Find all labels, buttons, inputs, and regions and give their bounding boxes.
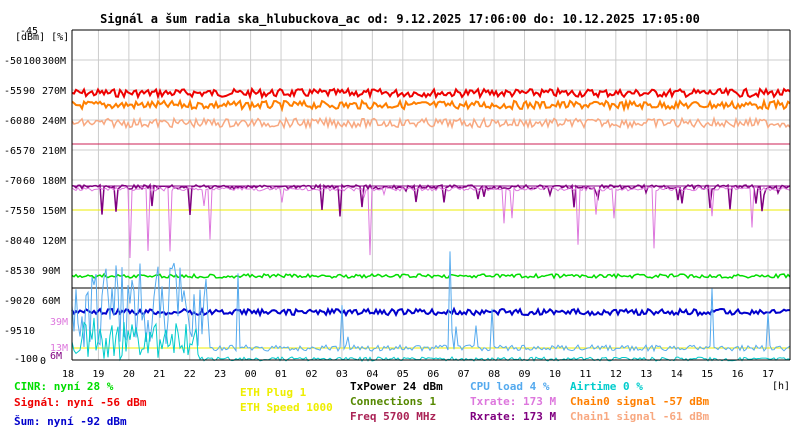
y-tick-pct: 20 xyxy=(23,296,35,307)
x-tick-label: 10 xyxy=(549,369,561,380)
y-tick-pct: 10 xyxy=(23,326,35,337)
y-tick-dbm: -45 xyxy=(20,26,38,37)
grid xyxy=(72,30,790,360)
y-tick-pct: 50 xyxy=(23,206,35,217)
legend-rxrate: Rxrate: 173 M xyxy=(470,410,556,423)
y-tick-min: -100 xyxy=(14,354,38,365)
rxrate-marker: 13M xyxy=(50,343,68,354)
y-tick-pct: 60 xyxy=(23,176,35,187)
x-tick-label: 02 xyxy=(305,369,317,380)
x-tick-label: 07 xyxy=(458,369,470,380)
x-tick-label: 21 xyxy=(153,369,165,380)
y-tick-pct: 0 xyxy=(40,356,46,367)
legend-cpu: CPU load 4 % xyxy=(470,380,550,393)
series-airtime xyxy=(71,317,791,362)
legend: CINR: nyní 28 % Signál: nyní -56 dBm Šum… xyxy=(14,380,709,428)
x-tick-label: 06 xyxy=(427,369,439,380)
low-marker: 6M xyxy=(50,351,62,362)
series-chain1 xyxy=(71,115,791,130)
x-tick-label: 18 xyxy=(62,369,74,380)
y-tick-pct: 90 xyxy=(23,86,35,97)
axes xyxy=(71,29,791,361)
x-tick-label: 03 xyxy=(336,369,348,380)
y-tick-dbm: -65 xyxy=(4,146,22,157)
x-tick-label: 19 xyxy=(92,369,104,380)
y-tick-pct: 30 xyxy=(23,266,35,277)
y-tick-dbm: -95 xyxy=(4,326,22,337)
legend-txpower: TxPower 24 dBm xyxy=(350,380,443,393)
y-tick-pct: 70 xyxy=(23,146,35,157)
chart-title: Signál a šum radia ska_hlubuckova_ac od:… xyxy=(100,12,700,27)
y-tick-rate: 60M xyxy=(42,296,60,307)
series-cinr xyxy=(71,272,791,280)
legend-eth-speed: ETH Speed 1000 xyxy=(240,401,333,414)
reference-lines xyxy=(72,143,790,349)
x-tick-label: 04 xyxy=(366,369,378,380)
x-tick-label: 14 xyxy=(671,369,683,380)
series-sum xyxy=(71,306,790,318)
legend-connections: Connections 1 xyxy=(350,395,436,408)
legend-sum: Šum: nyní -92 dBm xyxy=(14,415,127,428)
legend-chain0: Chain0 signal -57 dBm xyxy=(570,395,709,408)
y-tick-rate: 240M xyxy=(42,116,66,127)
x-tick-label: 20 xyxy=(123,369,135,380)
y-tick-dbm: -85 xyxy=(4,266,22,277)
x-tick-labels: 18 19 20 21 22 23 00 01 02 03 04 05 06 07 08 09 10 11 12 13… xyxy=(62,369,774,380)
series-rxrate xyxy=(71,182,791,217)
x-tick-label: 23 xyxy=(214,369,226,380)
y-tick-rate: 150M xyxy=(42,206,66,217)
x-tick-label: 01 xyxy=(275,369,287,380)
x-tick-label: 12 xyxy=(610,369,622,380)
x-tick-label: 11 xyxy=(579,369,591,380)
y-tick-rate: 90M xyxy=(42,266,60,277)
y-tick-dbm: -90 xyxy=(4,296,22,307)
txrate-marker: 39M xyxy=(50,317,68,328)
legend-chain1: Chain1 signal -61 dBm xyxy=(570,410,709,423)
series-layer xyxy=(71,86,791,362)
series-txrate xyxy=(71,186,791,259)
y-unit-label: [dBm] [%] xyxy=(15,32,69,43)
legend-signal: Signál: nyní -56 dBm xyxy=(14,396,147,409)
legend-airtime: Airtime 0 % xyxy=(570,380,643,393)
y-tick-dbm: -60 xyxy=(4,116,22,127)
y-tick-labels: -45-50-55-60-65-70-75-80-85-90-951009080… xyxy=(4,26,66,367)
y-tick-pct: 40 xyxy=(23,236,35,247)
y-tick-pct: 100 xyxy=(23,56,41,67)
legend-eth-plug: ETH Plug 1 xyxy=(240,386,307,399)
y-tick-rate: 180M xyxy=(42,176,66,187)
y-tick-dbm: -55 xyxy=(4,86,22,97)
series-signal xyxy=(71,86,791,101)
x-tick-label: 13 xyxy=(640,369,652,380)
x-tick-label: 08 xyxy=(488,369,500,380)
y-tick-dbm: -50 xyxy=(4,56,22,67)
x-tick-label: 09 xyxy=(518,369,530,380)
series-chain0 xyxy=(71,97,791,113)
x-tick-label: 15 xyxy=(701,369,713,380)
x-tick-label: 05 xyxy=(397,369,409,380)
y-tick-rate: 120M xyxy=(42,236,66,247)
y-tick-rate: 300M xyxy=(42,56,66,67)
legend-txrate: Txrate: 173 M xyxy=(470,395,556,408)
x-tick-label: 00 xyxy=(245,369,257,380)
legend-freq: Freq 5700 MHz xyxy=(350,410,436,423)
y-tick-dbm: -70 xyxy=(4,176,22,187)
y-tick-rate: 270M xyxy=(42,86,66,97)
x-unit: [h] xyxy=(772,381,790,392)
y-tick-rate: 210M xyxy=(42,146,66,157)
y-tick-dbm: -80 xyxy=(4,236,22,247)
x-tick-label: 22 xyxy=(184,369,196,380)
y-tick-pct: 80 xyxy=(23,116,35,127)
legend-cinr: CINR: nyní 28 % xyxy=(14,380,114,393)
x-tick-label: 17 xyxy=(762,369,774,380)
x-tick-label: 16 xyxy=(732,369,744,380)
series-cpu xyxy=(71,251,791,353)
y-tick-dbm: -75 xyxy=(4,206,22,217)
